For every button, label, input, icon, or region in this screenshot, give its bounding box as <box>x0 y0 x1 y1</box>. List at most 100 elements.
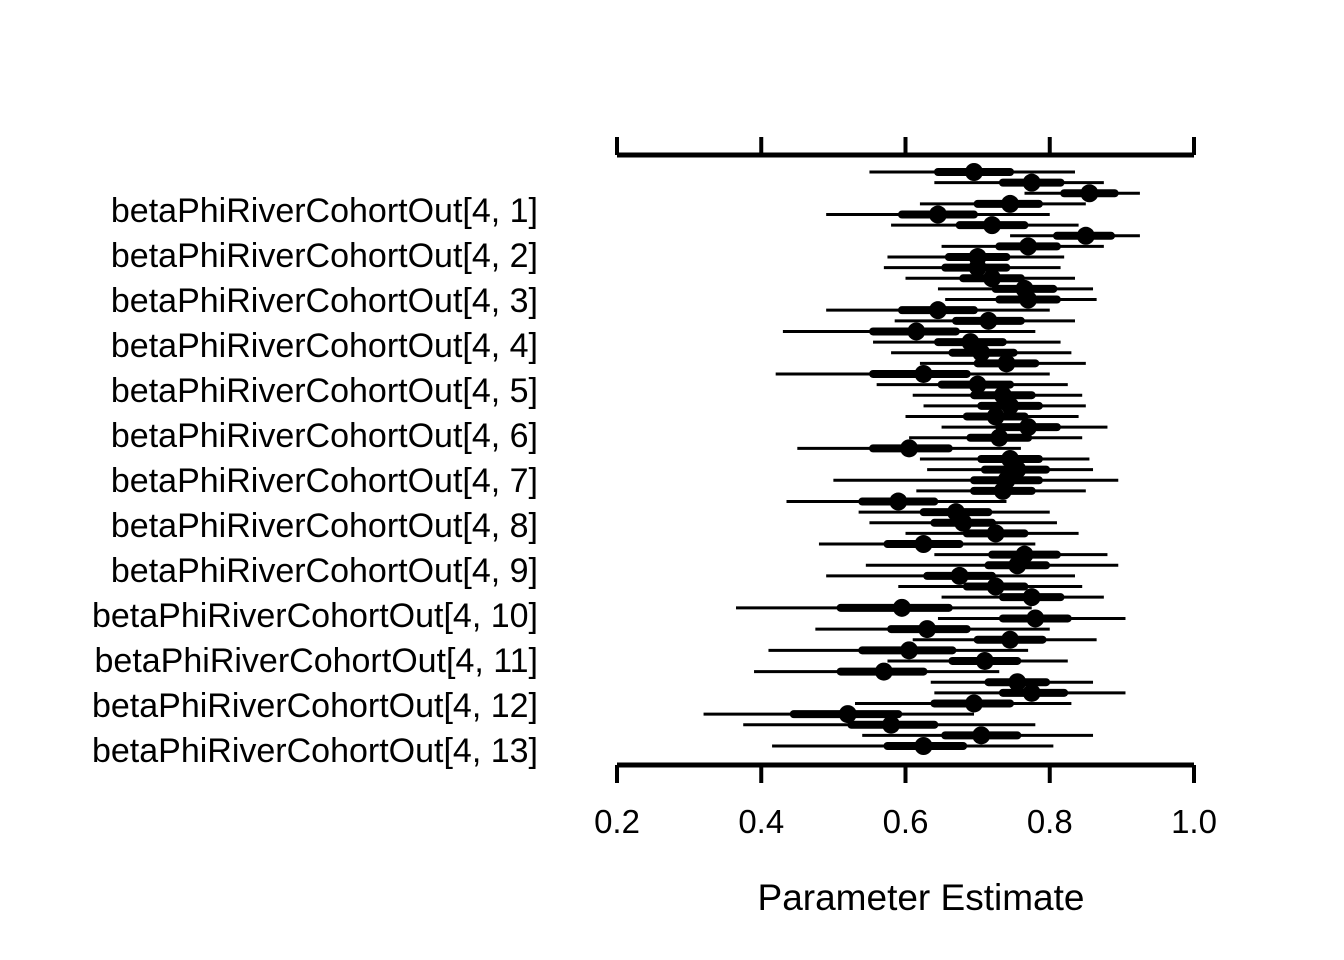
median-point <box>889 492 908 511</box>
interval <box>891 343 1072 362</box>
interval <box>869 163 1075 181</box>
row-label: betaPhiRiverCohortOut[4, 8] <box>111 507 538 545</box>
x-tick-label: 0.8 <box>1027 803 1073 840</box>
median-point <box>979 311 998 330</box>
row-label: betaPhiRiverCohortOut[4, 3] <box>111 282 538 320</box>
interval <box>905 407 1079 426</box>
median-point <box>914 737 933 755</box>
interval <box>919 194 1086 213</box>
row-label: betaPhiRiverCohortOut[4, 11] <box>95 642 539 680</box>
interval <box>775 364 1050 383</box>
median-point <box>1019 418 1038 437</box>
interval <box>858 503 1050 522</box>
interval <box>876 375 1068 394</box>
interval <box>898 577 1083 596</box>
median-point <box>914 535 933 554</box>
median-point <box>990 428 1009 447</box>
interval <box>826 301 1050 320</box>
row-label: betaPhiRiverCohortOut[4, 13] <box>92 732 538 770</box>
interval <box>887 651 1068 670</box>
median-point <box>972 343 991 362</box>
row-label: betaPhiRiverCohortOut[4, 12] <box>92 687 538 725</box>
interval <box>833 471 1119 490</box>
x-tick-label: 1.0 <box>1171 803 1217 840</box>
interval <box>905 524 1079 543</box>
interval <box>826 566 1075 585</box>
interval <box>818 535 1036 554</box>
median-point <box>1019 237 1038 256</box>
interval <box>826 205 1050 224</box>
median-point <box>1008 673 1027 692</box>
median-point <box>965 163 984 181</box>
interval <box>934 173 1104 192</box>
interval <box>855 694 1072 713</box>
median-point <box>986 407 1005 426</box>
median-point <box>914 364 933 383</box>
interval <box>768 641 1029 660</box>
interval <box>941 237 1104 256</box>
median-point <box>1001 630 1020 649</box>
median-point <box>968 375 987 394</box>
x-axis-title: Parameter Estimate <box>758 877 1085 918</box>
median-point <box>986 577 1005 596</box>
interval <box>891 216 1079 235</box>
interval <box>941 418 1108 437</box>
median-point <box>1022 173 1041 192</box>
interval <box>1010 226 1140 245</box>
interval <box>703 705 975 724</box>
median-point <box>1080 184 1099 203</box>
median-point <box>1019 290 1038 309</box>
interval <box>945 290 1097 309</box>
row-label: betaPhiRiverCohortOut[4, 2] <box>111 237 538 275</box>
median-point <box>1022 683 1041 702</box>
interval <box>912 630 1097 649</box>
top-axis <box>615 137 1196 158</box>
median-point <box>997 354 1016 373</box>
interval <box>786 492 1007 511</box>
interval <box>923 396 1086 415</box>
interval <box>754 662 1000 681</box>
interval <box>934 683 1126 702</box>
interval <box>869 513 1057 532</box>
median-point <box>993 481 1012 500</box>
median-point <box>975 651 994 670</box>
interval <box>1024 184 1140 203</box>
interval <box>782 322 1036 341</box>
row-label: betaPhiRiverCohortOut[4, 4] <box>111 327 538 365</box>
interval <box>873 333 1061 352</box>
interval <box>883 258 1061 277</box>
row-label: betaPhiRiverCohortOut[4, 6] <box>111 417 538 455</box>
interval <box>815 620 1050 639</box>
interval <box>772 737 1054 755</box>
interval <box>797 439 1021 458</box>
median-point <box>965 694 984 713</box>
median-point <box>928 301 947 320</box>
interval <box>905 269 1075 288</box>
median-point <box>972 726 991 745</box>
median-point <box>1008 556 1027 575</box>
median-point <box>986 524 1005 543</box>
interval <box>743 715 1036 734</box>
median-point <box>907 322 926 341</box>
bottom-axis: 0.2 0.4 0.6 0.8 1.0 <box>594 762 1217 840</box>
median-point <box>1022 588 1041 607</box>
x-tick-label: 0.6 <box>883 803 929 840</box>
median-point <box>928 205 947 224</box>
interval <box>919 450 1090 468</box>
median-point <box>1001 396 1020 415</box>
median-point <box>954 513 973 532</box>
row-labels: betaPhiRiverCohortOut[4, 1] betaPhiRiverC… <box>92 192 538 770</box>
row-label: betaPhiRiverCohortOut[4, 7] <box>111 462 538 500</box>
row-label: betaPhiRiverCohortOut[4, 10] <box>92 597 538 635</box>
median-point <box>892 598 911 617</box>
interval <box>912 386 1083 405</box>
interval <box>930 673 1094 692</box>
interval <box>937 609 1126 628</box>
interval <box>919 354 1086 373</box>
x-tick-label: 0.2 <box>594 803 640 840</box>
row-label: betaPhiRiverCohortOut[4, 9] <box>111 552 538 590</box>
median-point <box>874 662 893 681</box>
row-label: betaPhiRiverCohortOut[4, 1] <box>111 192 538 230</box>
median-point <box>1026 609 1045 628</box>
